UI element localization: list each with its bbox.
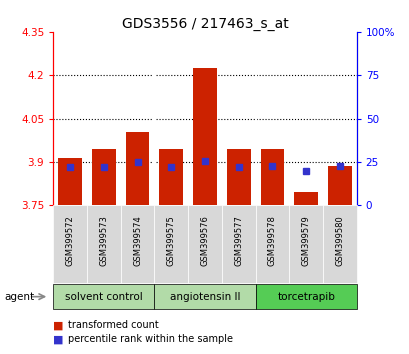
Bar [159, 149, 183, 205]
Text: GSM399574: GSM399574 [133, 215, 142, 266]
Text: GSM399575: GSM399575 [166, 215, 175, 266]
Text: transformed count: transformed count [67, 320, 158, 330]
Text: ■: ■ [53, 335, 64, 344]
Text: solvent control: solvent control [65, 292, 142, 302]
Bar [294, 192, 317, 205]
Text: angiotensin II: angiotensin II [169, 292, 240, 302]
Text: GSM399572: GSM399572 [65, 215, 74, 266]
Bar [92, 149, 115, 205]
Text: agent: agent [4, 292, 34, 302]
Text: ■: ■ [53, 320, 64, 330]
Bar [126, 132, 149, 205]
Text: GSM399578: GSM399578 [267, 215, 276, 266]
Text: GSM399577: GSM399577 [234, 215, 243, 266]
Text: GSM399579: GSM399579 [301, 215, 310, 266]
Text: torcetrapib: torcetrapib [276, 292, 334, 302]
Text: GSM399576: GSM399576 [200, 215, 209, 266]
Bar [260, 149, 283, 205]
Bar [327, 166, 351, 205]
Bar [226, 149, 250, 205]
Text: GSM399580: GSM399580 [335, 215, 344, 266]
Bar [193, 68, 216, 205]
Title: GDS3556 / 217463_s_at: GDS3556 / 217463_s_at [121, 17, 288, 31]
Text: percentile rank within the sample: percentile rank within the sample [67, 335, 232, 344]
Bar [58, 158, 82, 205]
Text: GSM399573: GSM399573 [99, 215, 108, 266]
